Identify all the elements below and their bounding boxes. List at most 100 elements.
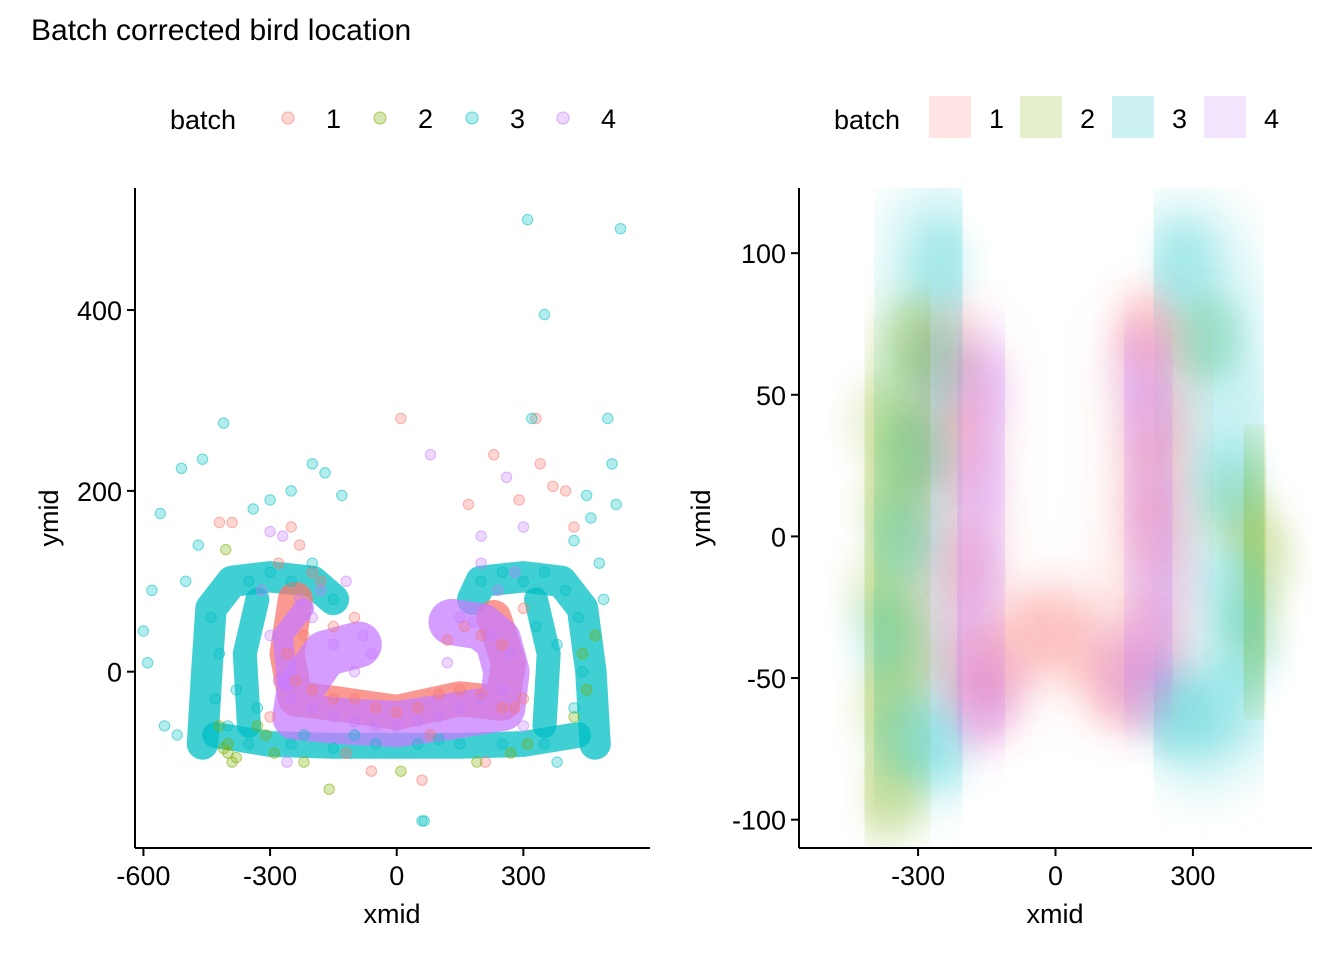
scatter-point [391,706,403,719]
scatter-point [243,738,255,750]
axis-ticks: -600 -300 0 300 0 200 400 [77,296,546,891]
batch-3-point-cloud [186,561,350,760]
scatter-point [509,702,521,714]
legend-label: 3 [1172,104,1187,134]
scatter-point [289,675,302,687]
density-contour [1153,223,1214,312]
scatter-point [213,516,226,529]
scatter-point [517,521,530,533]
scatter-point [213,647,226,660]
scatter-point [500,471,513,483]
scatter-point [285,485,297,497]
scatter-point [146,584,158,596]
scatter-point [298,756,310,768]
scatter-point [496,684,508,696]
legend-label: 3 [510,104,525,134]
legend-label: 2 [418,104,433,134]
scatter-point [454,611,466,624]
scatter-point [306,566,318,578]
density-marks [828,188,1310,840]
scatter-point [205,611,217,624]
scatter-point [496,566,508,578]
scatter-point [581,489,593,502]
scatter-point [475,530,487,542]
scatter-point [306,557,318,569]
scatter-point [327,742,340,755]
y-tick-label: -100 [732,806,786,836]
scatter-point [220,543,232,556]
axis-ticks: -300 0 300 -100 -50 0 50 100 [732,239,1215,891]
scatter-point [521,213,534,226]
legend-title: batch [170,105,236,135]
legend-keys: 1 2 3 4 [929,96,1279,138]
scatter-point [285,521,297,533]
scatter-point [517,602,530,615]
scatter-point [416,774,428,786]
y-axis-label: ymid [34,489,64,546]
scatter-point [572,611,584,624]
scatter-point [568,711,580,723]
scatter-point [285,738,297,750]
scatter-point [340,747,352,759]
y-axis-label: ymid [686,489,716,546]
scatter-point [534,458,546,470]
legend-key [281,111,295,125]
scatter-point [306,684,318,696]
scatter-point [348,666,361,678]
scatter-point [251,702,264,714]
scatter-point [243,575,255,587]
scatter-point [610,498,622,511]
batch-3-point-cloud [457,561,611,760]
scatter-point [217,742,230,755]
scatter-point [226,756,238,768]
x-tick-label: -600 [116,861,170,891]
scatter-point [568,534,580,547]
scatter-point [597,593,610,606]
density-legend: batch 1 2 3 4 [834,96,1279,138]
scatter-point [196,453,209,465]
scatter-point [365,647,378,660]
legend-keys: 1 2 3 4 [281,104,616,134]
scatter-point [306,702,318,714]
scatter-point [454,684,466,696]
scatter-point [521,738,534,750]
scatter-point [306,458,318,470]
legend-label: 4 [601,104,616,134]
scatter-point [264,711,276,723]
y-tick-label: -50 [747,664,786,694]
scatter-point [530,620,542,633]
scatter-point [454,702,466,714]
scatter-point [154,507,167,520]
scatter-point [230,751,243,764]
x-tick-label: 300 [501,861,546,891]
scatter-point [454,738,466,750]
density-contour [947,435,1008,524]
scatter-point [293,593,306,606]
scatter-point [209,693,221,705]
scatter-point [348,729,361,741]
scatter-point [268,747,280,759]
scatter-point [340,575,352,587]
scatter-point [264,629,276,642]
scatter-point [272,675,285,687]
scatter-point [348,693,361,705]
scatter-point [260,729,272,741]
scatter-point [505,647,517,660]
density-contour [1199,435,1260,524]
density-contour [908,322,969,411]
scatter-point [323,783,335,795]
scatter-point [264,494,276,506]
legend-label: 1 [989,104,1004,134]
scatter-point [496,738,508,750]
scatter-point [479,756,492,768]
scatter-point [222,738,234,750]
scatter-point [264,566,276,578]
scatter-point [585,512,597,524]
y-tick-label: 200 [77,477,122,507]
scatter-point [285,575,297,587]
x-axis-label: xmid [363,899,420,929]
density-panel: batch 1 2 3 4 -300 0 300 -100 -50 0 50 100 xmid ym… [686,96,1312,929]
density-contour [970,648,1031,737]
scatter-point [505,747,517,759]
x-tick-label: -300 [243,861,297,891]
